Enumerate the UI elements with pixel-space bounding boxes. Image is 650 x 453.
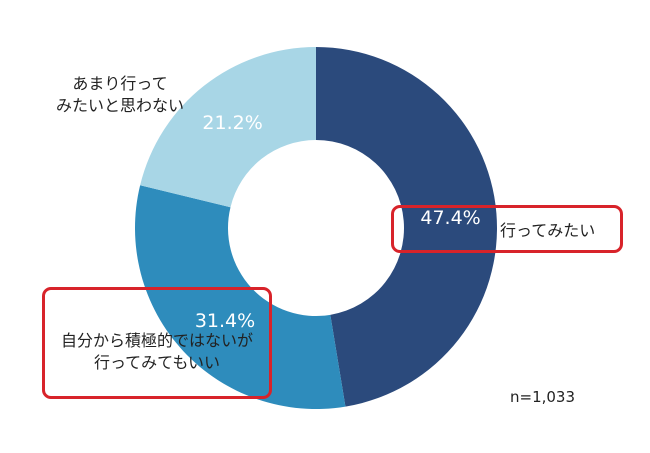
category-label-want-to-go: 行ってみたい	[500, 221, 596, 240]
highlight-box-may-go	[42, 287, 272, 399]
highlight-box-want-to-go	[391, 205, 623, 253]
sample-size-note: n=1,033	[510, 388, 576, 406]
donut-slice-not-want	[140, 47, 316, 208]
slice-value-label-not-want: 21.2%	[202, 112, 262, 134]
donut-slice-may-go	[134, 185, 346, 409]
category-label-not-want: あまり行って みたいと思わない	[55, 74, 184, 115]
slice-value-label-may-go: 31.4%	[195, 310, 255, 332]
slice-value-label-want-to-go: 47.4%	[420, 207, 480, 229]
category-label-may-go: 自分から積極的ではないが 行ってみてもいい	[60, 331, 253, 372]
donut-slice-want-to-go	[316, 47, 498, 407]
